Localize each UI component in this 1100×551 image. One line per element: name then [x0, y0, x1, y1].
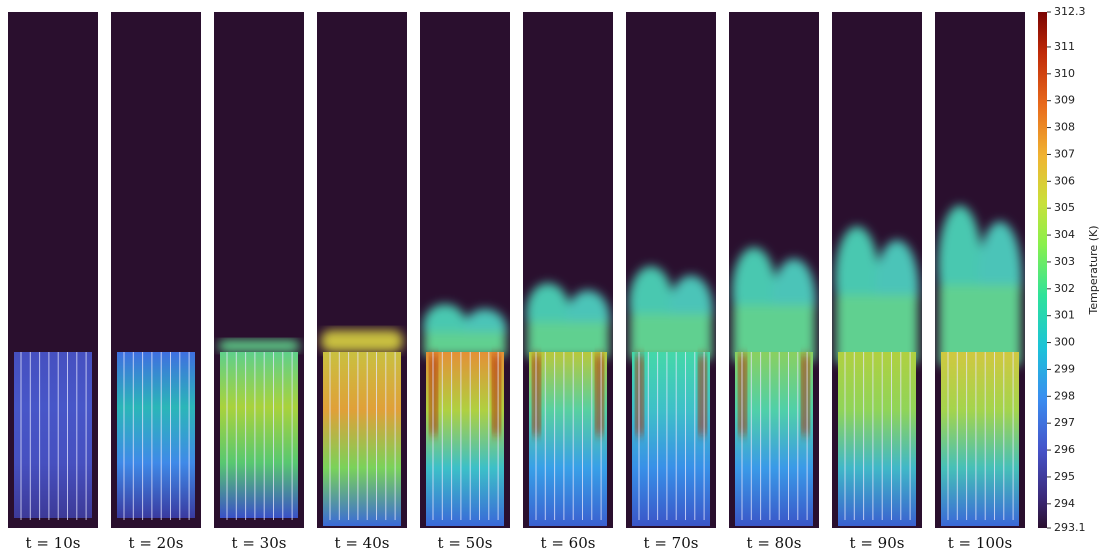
colorbar-tick-label: 309 — [1054, 94, 1075, 107]
panel-label: t = 40s — [335, 534, 390, 551]
colorbar-tick-label: 308 — [1054, 121, 1075, 134]
panel-field — [218, 340, 300, 520]
hot-edge — [802, 355, 809, 435]
colorbar-tick-label: 306 — [1054, 174, 1075, 187]
colorbar — [1038, 12, 1047, 528]
panel: t = 40s — [317, 12, 407, 551]
panel-field — [321, 330, 403, 526]
colorbar-title: Temperature (K) — [1087, 226, 1100, 316]
panel-label: t = 50s — [438, 534, 493, 551]
colorbar-tick-label: 299 — [1054, 362, 1075, 375]
heated-region — [426, 352, 504, 526]
panel: t = 100s — [935, 12, 1025, 551]
panel: t = 90s — [832, 12, 922, 551]
panel-label: t = 100s — [948, 534, 1012, 551]
panel: t = 30s — [214, 12, 304, 551]
panel-field — [938, 205, 1022, 526]
heated-region — [529, 352, 607, 526]
panel-field — [732, 247, 816, 526]
panel-label: t = 80s — [747, 534, 802, 551]
panel-field — [14, 352, 92, 520]
panel-label: t = 20s — [129, 534, 184, 551]
panel-label: t = 90s — [850, 534, 905, 551]
panel-label: t = 30s — [232, 534, 287, 551]
plume-cap — [321, 330, 403, 352]
colorbar-tick-label: 297 — [1054, 416, 1075, 429]
heated-region — [14, 352, 92, 518]
colorbar-tick-label: 300 — [1054, 336, 1075, 349]
colorbar-tick-label: 296 — [1054, 443, 1075, 456]
panel: t = 60s — [523, 12, 613, 551]
heated-region — [838, 352, 916, 526]
plume-cap — [218, 340, 300, 352]
panel: t = 20s — [111, 12, 201, 551]
heated-region — [632, 352, 710, 526]
colorbar-tick-label: 307 — [1054, 147, 1075, 160]
colorbar-tick-label: 305 — [1054, 201, 1075, 214]
panel-field — [423, 304, 507, 526]
heated-region — [941, 352, 1019, 526]
panel: t = 10s — [8, 12, 98, 551]
panel: t = 80s — [729, 12, 819, 551]
panel-label: t = 10s — [26, 534, 81, 551]
colorbar-tick-label: 298 — [1054, 389, 1075, 402]
hot-edge — [596, 355, 603, 435]
hot-edge — [493, 355, 500, 435]
heated-region — [323, 352, 401, 526]
colorbar-tick-label: 310 — [1054, 67, 1075, 80]
panel-field — [117, 352, 195, 520]
heated-region — [117, 352, 195, 518]
hot-edge — [699, 355, 706, 435]
colorbar-limit-label: 293.1 — [1054, 521, 1086, 534]
colorbar-tick-label: 304 — [1054, 228, 1075, 241]
colorbar-limit-label: 312.3 — [1054, 5, 1086, 18]
heated-region — [735, 352, 813, 526]
panel-field — [526, 283, 610, 526]
colorbar-tick-label: 294 — [1054, 497, 1075, 510]
panel-label: t = 60s — [541, 534, 596, 551]
colorbar-tick-label: 301 — [1054, 309, 1075, 322]
panel-field — [629, 266, 713, 526]
colorbar-tick-label: 311 — [1054, 40, 1075, 53]
panel: t = 70s — [626, 12, 716, 551]
colorbar-tick-label: 302 — [1054, 282, 1075, 295]
colorbar-tick-label: 295 — [1054, 470, 1075, 483]
panel: t = 50s — [420, 12, 510, 551]
panel-label: t = 70s — [644, 534, 699, 551]
figure: Temperature (K) t = 10s t = 20s t = 30s t =… — [0, 0, 1100, 551]
panel-field — [835, 226, 919, 526]
colorbar-tick-label: 303 — [1054, 255, 1075, 268]
heated-region — [220, 352, 298, 518]
